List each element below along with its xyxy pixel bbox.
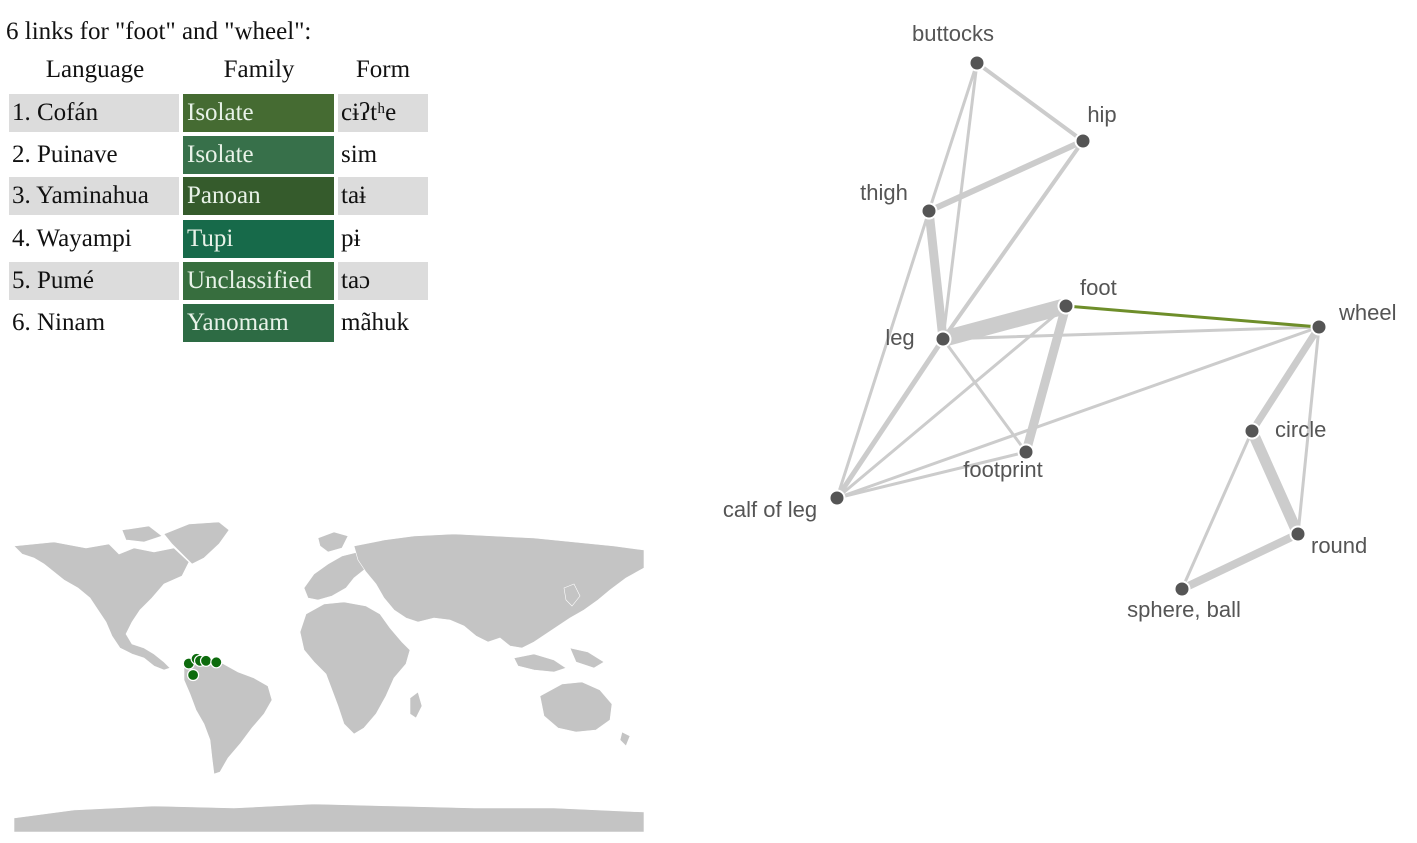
- map-land: [14, 521, 644, 832]
- colexification-network: buttocks hip thigh foot wheel leg circle footpr…: [723, 21, 1397, 622]
- edge-leg-foot: [935, 298, 1074, 347]
- node-sphere: [1173, 580, 1191, 598]
- language-point: [210, 656, 223, 669]
- table-cell-language: 2. Puinave: [12, 141, 118, 168]
- node-label-footprint: footprint: [963, 457, 1043, 482]
- edge-foot-wheel: [1064, 304, 1321, 329]
- edge-leg-calf: [834, 336, 946, 501]
- node-label-buttocks: buttocks: [912, 21, 994, 46]
- table-cell-family: Isolate: [183, 94, 334, 132]
- table-cell-form: cɨʔtʰe: [338, 94, 428, 132]
- edge-foot-calf: [835, 304, 1068, 500]
- edge-circle-sphere: [1180, 429, 1254, 591]
- edge-leg-wheel: [941, 325, 1321, 341]
- node-label-hip: hip: [1087, 102, 1116, 127]
- links-heading: 6 links for "foot" and "wheel":: [6, 18, 312, 45]
- table-cell-family: Yanomam: [183, 304, 334, 342]
- edge-thigh-calf: [835, 209, 931, 500]
- edge-wheel-calf: [835, 325, 1321, 500]
- table-cell-language: 5. Pumé: [9, 262, 179, 300]
- language-point: [199, 654, 213, 667]
- language-point: [187, 668, 200, 682]
- table-header: Language Family Form: [0, 56, 440, 90]
- edge-thigh-leg: [924, 206, 948, 344]
- node-label-calf: calf of leg: [723, 497, 817, 522]
- edge-wheel-circle: [1248, 323, 1323, 435]
- column-header-form: Form: [355, 56, 411, 83]
- node-hip: [1074, 132, 1092, 150]
- network-edges: [834, 61, 1323, 593]
- node-foot: [1057, 297, 1075, 315]
- edge-round-sphere: [1178, 530, 1302, 593]
- node-thigh: [920, 202, 938, 220]
- node-label-sphere: sphere, ball: [1127, 597, 1241, 622]
- table-cell-family: Isolate: [183, 136, 334, 174]
- language-points: [182, 652, 223, 682]
- world-map: [14, 521, 644, 832]
- node-round: [1289, 525, 1307, 543]
- node-circle: [1243, 422, 1261, 440]
- column-header-language: Language: [45, 56, 145, 83]
- table-cell-form: taɔ: [338, 262, 428, 300]
- table-cell-form: pɨ: [341, 225, 361, 252]
- edge-leg-footprint: [941, 337, 1028, 454]
- edge-hip-leg: [941, 139, 1085, 341]
- edge-hip-thigh: [926, 138, 1086, 214]
- links-table: 1. Cofán Isolate cɨʔtʰe 2. Puinave Isolate si…: [0, 0, 440, 400]
- network-nodes: buttocks hip thigh foot wheel leg circle footpr…: [723, 21, 1397, 622]
- table-cell-language: 4. Wayampi: [12, 225, 132, 252]
- table-cell-family: Panoan: [183, 177, 334, 215]
- node-buttocks: [968, 54, 986, 72]
- table-cell-family: Tupi: [183, 220, 334, 258]
- table-cell-language: 6. Ninam: [12, 309, 106, 336]
- table-cell-form: sim: [341, 141, 378, 168]
- table-cell-family: Unclassified: [183, 262, 334, 300]
- node-label-wheel: wheel: [1338, 300, 1396, 325]
- edge-buttocks-leg: [941, 61, 979, 341]
- node-label-foot: foot: [1080, 275, 1117, 300]
- table-cell-form: mãhuk: [341, 309, 410, 336]
- table-cell-language: 3. Yaminahua: [9, 177, 179, 215]
- edge-wheel-round: [1296, 325, 1321, 536]
- edge-footprint-calf: [835, 450, 1028, 500]
- node-label-circle: circle: [1275, 417, 1326, 442]
- node-wheel: [1310, 318, 1328, 336]
- node-calf: [828, 489, 846, 507]
- column-header-family: Family: [223, 56, 295, 83]
- table-cell-form: taɨ: [338, 177, 428, 215]
- edge-circle-round: [1246, 425, 1304, 540]
- node-footprint: [1017, 443, 1035, 461]
- node-label-thigh: thigh: [860, 180, 908, 205]
- edge-buttocks-thigh: [927, 61, 979, 213]
- node-label-leg: leg: [885, 325, 914, 350]
- edge-buttocks-hip: [975, 61, 1085, 143]
- node-leg: [934, 330, 952, 348]
- table-cell-language: 1. Cofán: [9, 94, 179, 132]
- node-label-round: round: [1311, 533, 1367, 558]
